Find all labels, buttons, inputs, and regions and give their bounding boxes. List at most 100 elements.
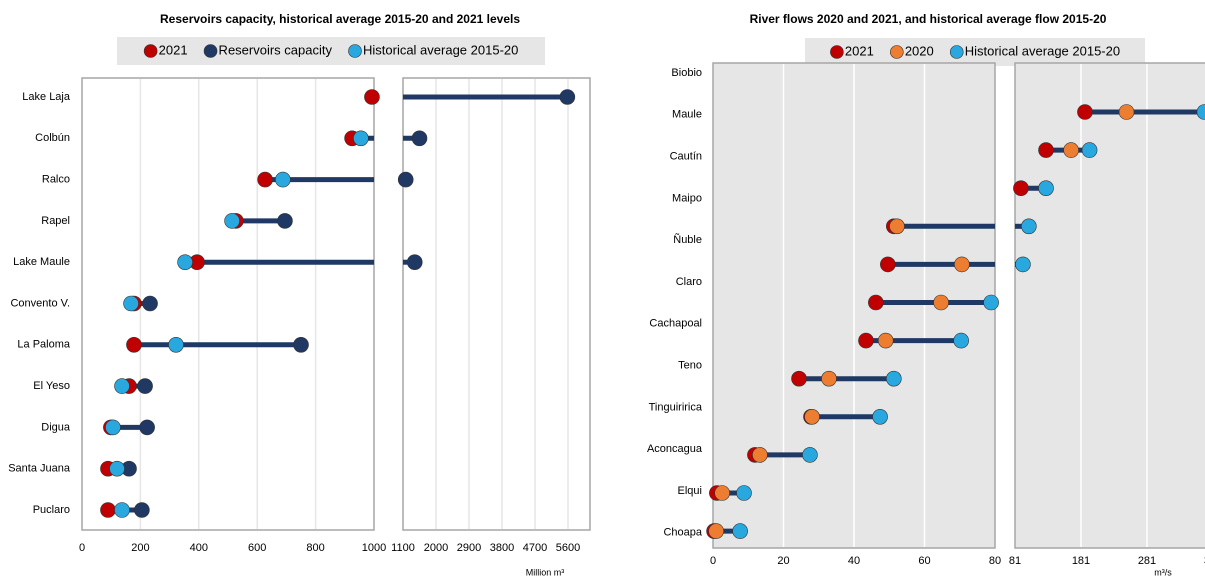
- x-tick-label: 1100: [391, 542, 415, 554]
- marker: [277, 213, 293, 229]
- marker: [1118, 104, 1135, 120]
- x-tick-label: 281: [1138, 555, 1156, 567]
- marker: [1013, 180, 1029, 196]
- legend-box: [117, 37, 545, 65]
- x-axis-unit: m³/s: [1154, 567, 1172, 577]
- marker: [559, 89, 576, 105]
- marker: [114, 502, 130, 518]
- marker: [168, 336, 184, 353]
- x-tick-label: 200: [131, 542, 149, 554]
- marker: [1081, 142, 1098, 158]
- marker: [134, 502, 150, 518]
- marker: [126, 336, 142, 353]
- chart-title: Reservoirs capacity, historical average …: [160, 12, 520, 26]
- marker: [791, 370, 807, 387]
- marker: [889, 218, 905, 235]
- legend: 2021 Reservoirs capacity Historical averag…: [143, 42, 518, 58]
- marker: [954, 256, 970, 273]
- x-tick-label: 3800: [490, 542, 514, 554]
- category-label: Santa Juana: [8, 463, 71, 475]
- legend-marker: [203, 44, 218, 58]
- legend-label: Historical average 2015-20: [965, 43, 1120, 58]
- category-label: Cautín: [670, 151, 702, 163]
- category-label: Lake Maule: [13, 256, 70, 268]
- category-label: Lake Laja: [22, 91, 71, 103]
- marker: [353, 130, 369, 147]
- x-tick-label: 181: [1072, 555, 1090, 567]
- marker: [880, 256, 896, 273]
- marker: [1038, 142, 1054, 158]
- legend-marker: [143, 44, 158, 58]
- category-label: Digua: [41, 421, 71, 433]
- right-panel: [1014, 62, 1205, 549]
- marker: [821, 370, 837, 387]
- x-tick-label: 0: [79, 542, 85, 554]
- legend-label: 2021: [159, 42, 188, 57]
- category-label: Aconcagua: [647, 443, 703, 455]
- chart-title: River flows 2020 and 2021, and historica…: [750, 12, 1107, 26]
- marker: [411, 130, 428, 147]
- x-tick-label: 40: [848, 555, 860, 567]
- marker: [397, 171, 414, 188]
- marker: [872, 408, 888, 425]
- marker: [877, 332, 894, 349]
- marker: [177, 254, 193, 271]
- marker: [953, 332, 969, 349]
- x-tick-label: 5600: [556, 542, 580, 554]
- marker: [858, 332, 874, 349]
- x-tick-label: 0: [710, 555, 716, 567]
- marker: [752, 447, 768, 463]
- marker: [406, 254, 423, 271]
- x-tick-label: 81: [1009, 555, 1021, 567]
- marker: [1015, 256, 1031, 273]
- x-tick-label: 20: [777, 555, 789, 567]
- legend-label: 2021: [845, 43, 874, 58]
- marker: [804, 408, 820, 425]
- category-label: Biobio: [671, 67, 702, 79]
- marker: [364, 89, 380, 105]
- legend-box: [805, 38, 1145, 66]
- marker: [1196, 104, 1205, 120]
- category-label: El Yeso: [33, 380, 70, 392]
- marker: [105, 419, 121, 436]
- marker: [1038, 180, 1054, 196]
- x-axis-unit: Million m³: [526, 567, 565, 577]
- legend-marker: [830, 45, 844, 59]
- category-label: Tinguiririca: [649, 401, 703, 413]
- marker: [708, 523, 724, 539]
- category-label: Ralco: [42, 174, 70, 186]
- x-tick-label: 400: [190, 542, 208, 554]
- category-label: Claro: [676, 276, 702, 288]
- category-label: Colbún: [35, 132, 70, 144]
- right-panel: [402, 77, 591, 531]
- marker: [736, 485, 752, 501]
- legend-label: 2020: [905, 43, 934, 58]
- marker: [732, 523, 748, 539]
- marker: [139, 419, 155, 436]
- x-tick-label: 600: [248, 542, 266, 554]
- x-tick-label: 80: [989, 555, 1001, 567]
- legend-marker: [949, 45, 964, 59]
- legend-marker: [890, 45, 904, 59]
- x-tick-label: 2900: [457, 542, 481, 554]
- marker: [868, 294, 884, 311]
- marker: [1021, 218, 1037, 235]
- x-tick-label: 1000: [362, 542, 386, 554]
- marker: [1077, 104, 1093, 120]
- x-tick-label: 381: [1204, 555, 1205, 567]
- category-label: Elqui: [678, 485, 702, 497]
- legend-label: Historical average 2015-20: [363, 42, 518, 57]
- category-label: Maule: [672, 109, 702, 121]
- category-label: Puclaro: [33, 504, 70, 516]
- category-label: Maipo: [672, 192, 702, 204]
- marker: [224, 213, 240, 229]
- marker: [886, 370, 902, 387]
- category-label: Rapel: [41, 215, 70, 227]
- marker: [714, 485, 730, 501]
- x-tick-label: 4700: [523, 542, 547, 554]
- x-tick-label: 2000: [424, 542, 448, 554]
- marker: [114, 378, 130, 394]
- category-label: La Paloma: [17, 339, 70, 351]
